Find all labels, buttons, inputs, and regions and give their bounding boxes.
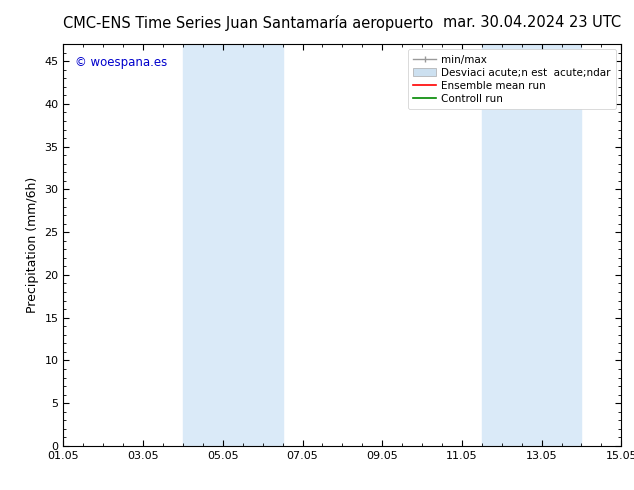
Bar — [183, 44, 283, 446]
Y-axis label: Precipitation (mm/6h): Precipitation (mm/6h) — [26, 177, 39, 313]
Legend: min/max, Desviaci acute;n est  acute;ndar, Ensemble mean run, Controll run: min/max, Desviaci acute;n est acute;ndar… — [408, 49, 616, 109]
Text: mar. 30.04.2024 23 UTC: mar. 30.04.2024 23 UTC — [443, 15, 621, 30]
Bar — [482, 44, 581, 446]
Text: CMC-ENS Time Series Juan Santamaría aeropuerto: CMC-ENS Time Series Juan Santamaría aero… — [63, 15, 434, 31]
Text: © woespana.es: © woespana.es — [75, 56, 167, 69]
